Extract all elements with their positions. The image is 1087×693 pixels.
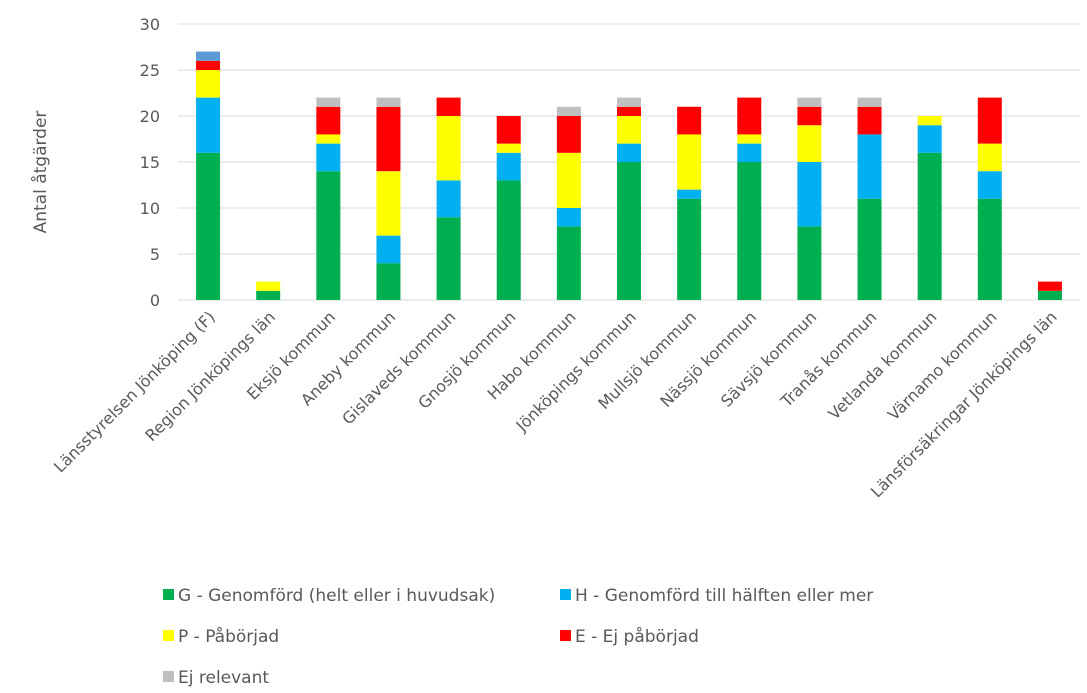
legend: G - Genomförd (helt eller i huvudsak) H -… [163,586,873,688]
bar-segment [677,106,702,135]
bar-segment [556,152,581,208]
bar-segment [316,171,341,300]
bar-segment [737,134,762,144]
bar-segment [797,97,822,107]
bar-segment [196,97,221,153]
bar-segment [977,143,1002,172]
legend-label: G - Genomförd (helt eller i huvudsak) [178,586,495,606]
bar-segment [496,180,521,300]
bar-segment [857,106,882,135]
legend-swatch [560,589,571,600]
bar-segment [857,97,882,107]
bar-segment [977,97,1002,144]
bar-segment [617,143,641,162]
category-label: Vetlanda kommun [824,307,940,423]
bar-segment [436,97,461,116]
y-tick-labels: 0 5 10 15 20 25 30 [140,15,160,310]
bar-segment [376,235,401,264]
bar-segment [977,198,1002,300]
bar-segment [316,134,341,144]
bar-segment [797,125,822,162]
bar-segment [436,180,461,218]
bar-segment [376,171,401,236]
bar-segment [797,162,822,227]
y-axis-title: Antal åtgärder [30,111,51,234]
y-tick-label: 30 [140,15,160,34]
bar-segment [917,116,942,126]
category-labels: Länsstyrelsen Jönköping (F)Region Jönköp… [50,307,1061,501]
bar-segment [196,70,221,98]
bar-segment [436,217,461,300]
y-tick-label: 15 [140,153,160,172]
bar-segment [617,106,641,116]
legend-swatch [163,630,174,641]
bar-segment [917,152,942,300]
bar-segment [737,162,762,300]
bar-segment [316,106,341,135]
bar-segment [617,97,641,107]
bar-segment [617,162,641,300]
bar-segment [797,226,822,300]
bar-segment [737,143,762,162]
bar-segment [977,171,1002,199]
bar-segment [857,198,882,300]
bar-segment [677,198,702,300]
bar-segment [556,226,581,300]
legend-label: Ej relevant [178,668,269,688]
bar-segment [677,134,702,190]
y-tick-label: 20 [140,107,160,126]
bar-segment [617,116,641,144]
bar-segment [737,97,762,135]
bar-segment [196,60,221,70]
legend-swatch [163,671,174,682]
bar-segment [1037,290,1062,300]
bar-segment [496,152,521,181]
bar-segment [496,143,521,153]
bar-segment [556,106,581,116]
y-tick-label: 25 [140,61,160,80]
bar-segment [316,97,341,107]
bar-segment [196,152,221,300]
bar-segment [556,116,581,153]
bar-segment [797,106,822,126]
legend-label: E - Ej påbörjad [575,626,699,647]
y-tick-label: 10 [140,199,160,218]
bar-segment [677,189,702,199]
category-label: Jönköpings kommun [512,307,640,435]
legend-label: H - Genomförd till hälften eller mer [575,586,873,606]
y-tick-label: 0 [150,291,160,310]
bar-segment [496,116,521,144]
bar-segment [436,116,461,181]
bar-segment [556,208,581,227]
category-label: Gislaveds kommun [338,307,459,428]
bar-segment [1037,281,1062,291]
bar-segment [256,290,281,300]
category-label: Värnamo kommun [884,307,1001,424]
bar-segment [316,143,341,172]
bar-segment [917,125,942,153]
bar-segment [256,281,281,291]
legend-label: P - Påbörjad [178,626,279,647]
bar-segment [857,134,882,199]
bar-segment [376,263,401,300]
bars [196,51,1062,300]
legend-swatch [163,589,174,600]
bar-segment [376,106,401,172]
bar-segment [196,51,221,61]
bar-segment [376,97,401,107]
legend-swatch [560,630,571,641]
y-tick-label: 5 [150,245,160,264]
